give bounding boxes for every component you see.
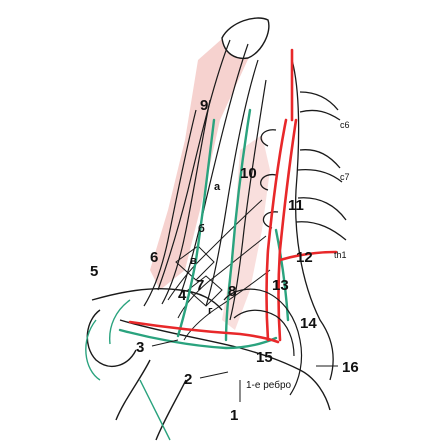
spinous-c7 (297, 149, 343, 183)
label-4: 4 (178, 287, 187, 304)
veins (118, 108, 290, 350)
label-13: 13 (272, 277, 289, 294)
label-9: 9 (200, 97, 208, 114)
label-th1: th1 (334, 250, 347, 260)
strand-a (157, 39, 231, 291)
thyrocervical-trunk (278, 250, 338, 262)
strand-e (161, 99, 211, 305)
label-10: 10 (240, 165, 257, 182)
pleura-inner (233, 309, 295, 357)
subclavian-artery (128, 320, 280, 344)
leader-lines (151, 339, 338, 402)
label-7: 7 (196, 277, 204, 294)
external-jugular-vein (176, 118, 216, 338)
vertebra-labels: c6 c7 th1 (334, 120, 350, 260)
label-14: 14 (300, 315, 317, 332)
humerus-head (86, 309, 137, 368)
label-8: 8 (228, 283, 236, 300)
letter-b: б (198, 223, 205, 235)
spinous-c6 (299, 91, 341, 121)
label-16: 16 (342, 359, 359, 376)
label-1: 1 (230, 407, 238, 424)
clavicle (91, 288, 223, 311)
plexus-cross-2 (187, 275, 223, 307)
plexus-cross-1 (175, 245, 215, 281)
humerus-shaft (115, 359, 187, 441)
arm-outline-2 (109, 299, 131, 345)
leader-3 (151, 339, 179, 347)
label-12: 12 (296, 249, 313, 266)
arm-vein (139, 379, 171, 441)
pleura-outline (223, 288, 303, 396)
label-11: 11 (288, 197, 304, 214)
letter-labels: a б в г (190, 181, 221, 317)
transverse-processes (260, 129, 279, 229)
rib-note: 1-е ребро (246, 379, 292, 391)
label-6: 6 (150, 249, 158, 266)
strand-d (229, 79, 267, 321)
upper-limb (85, 299, 171, 441)
arm-outline-1 (85, 319, 101, 381)
spinous-th1 (295, 197, 347, 241)
strand-b (179, 43, 249, 297)
leader-2 (199, 371, 229, 379)
label-3: 3 (136, 339, 144, 356)
strand-c (205, 59, 259, 307)
vertebral-column (260, 59, 347, 381)
label-15: 15 (256, 349, 273, 366)
subclavian-vein (118, 328, 278, 350)
first-rib (119, 319, 331, 411)
pleura-dome (223, 288, 303, 396)
label-2: 2 (184, 371, 192, 388)
muscle-shading (150, 28, 270, 330)
letter-a: a (214, 181, 221, 193)
internal-jugular-vein (224, 108, 252, 342)
bones (86, 17, 331, 441)
mandible-fragment (221, 17, 270, 60)
muscle-strands (143, 39, 267, 321)
plexus-upper (167, 199, 263, 301)
body-outline-right (291, 59, 334, 381)
label-c7: c7 (340, 172, 350, 182)
vein-branch (274, 228, 290, 322)
label-5: 5 (90, 263, 98, 280)
sternocleidomastoid-shading (150, 28, 252, 290)
number-labels: 1 2 3 4 5 6 7 8 9 10 11 12 13 14 15 16 (90, 97, 359, 424)
letter-g: г (208, 305, 213, 317)
carotid-parallel (277, 118, 298, 342)
strand-f (143, 109, 197, 307)
letter-v: в (190, 255, 197, 267)
common-carotid-artery (265, 118, 288, 342)
arteries (128, 48, 338, 344)
label-c6: c6 (340, 120, 350, 130)
scalene-shading (222, 135, 270, 330)
